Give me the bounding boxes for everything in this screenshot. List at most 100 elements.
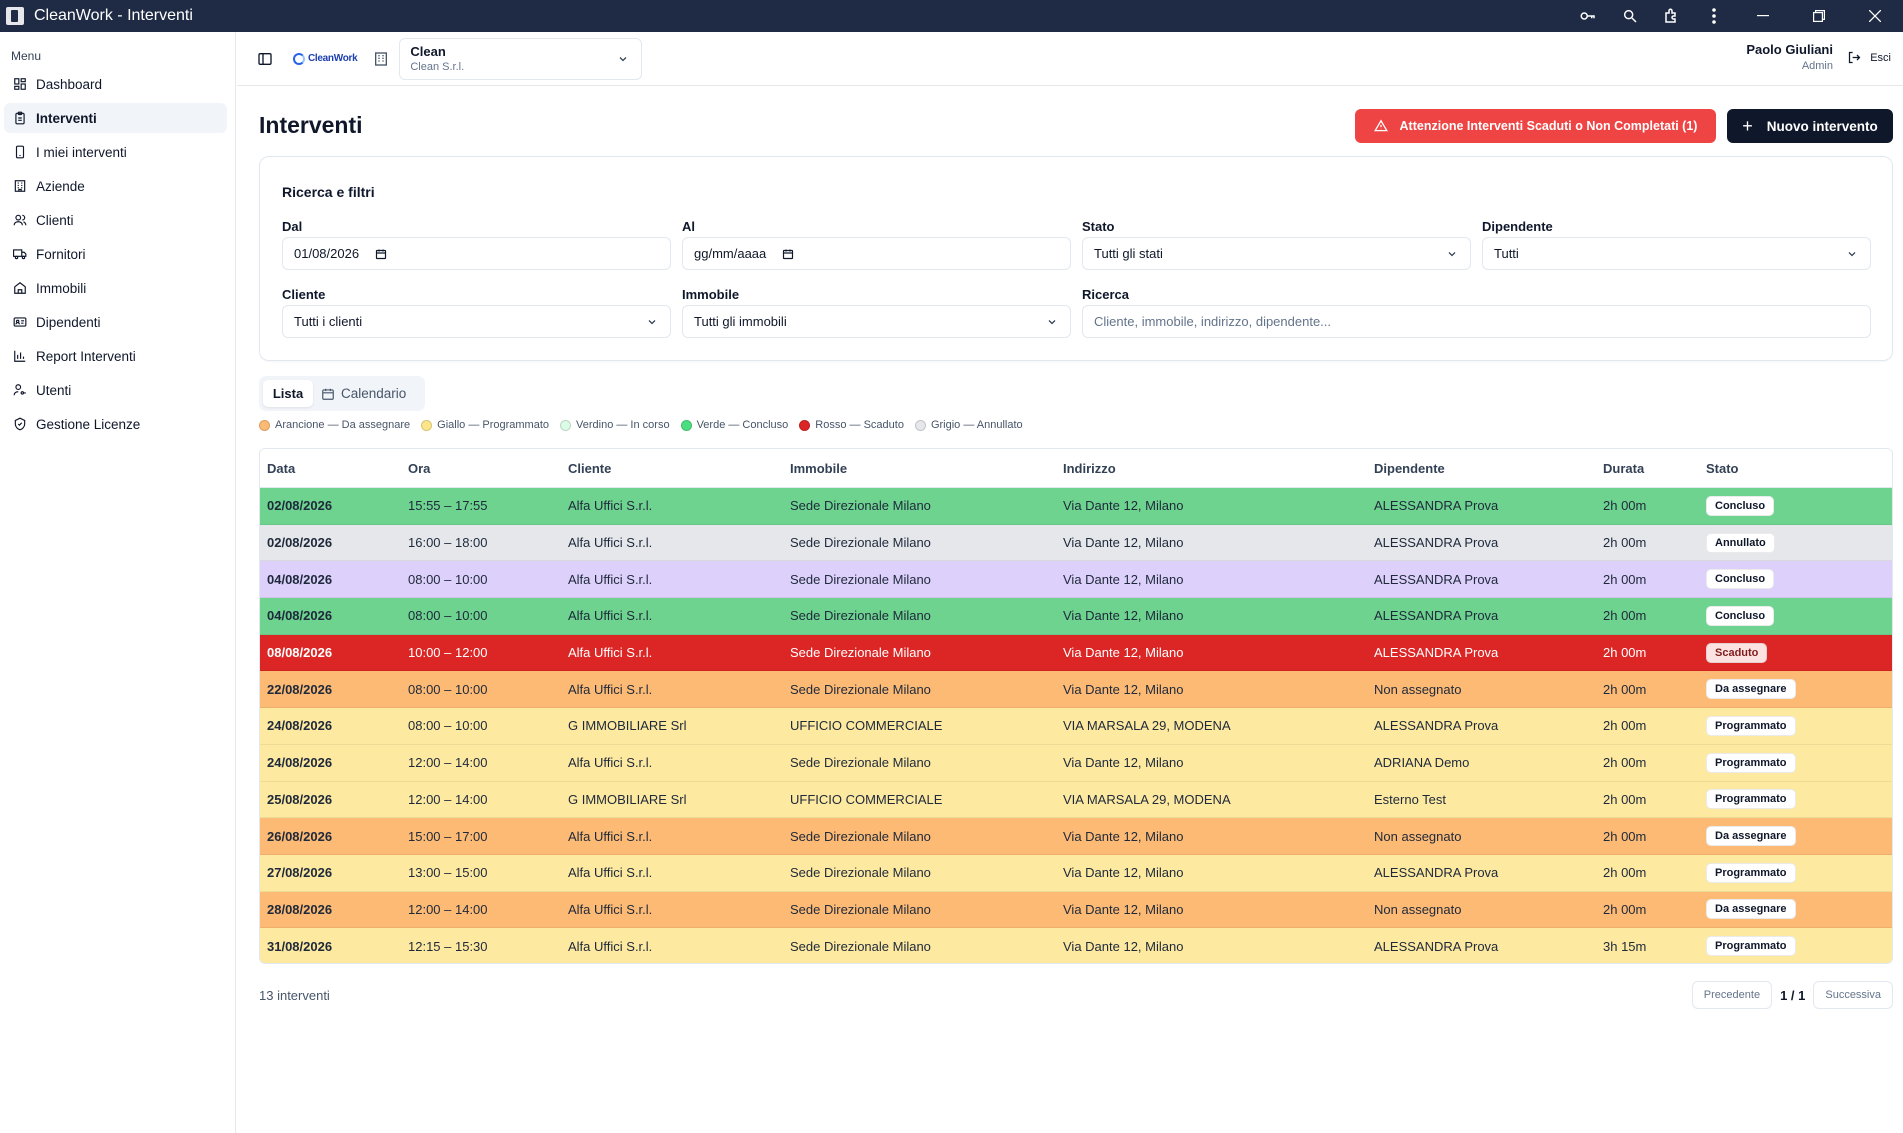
- column-header-stato[interactable]: Stato: [1706, 460, 1739, 476]
- window-title: CleanWork - Interventi: [34, 7, 193, 24]
- dal-date-input[interactable]: 01/08/2026: [282, 237, 671, 270]
- more-options-icon[interactable]: [1693, 0, 1735, 32]
- user-info: Paolo Giuliani Admin: [1746, 42, 1833, 72]
- legend-item: Arancione — Da assegnare: [259, 419, 410, 431]
- filters-title: Ricerca e filtri: [282, 184, 375, 200]
- table-row[interactable]: 22/08/2026 08:00 – 10:00 Alfa Uffici S.r.l…: [260, 671, 1892, 709]
- stato-select[interactable]: Tutti gli stati: [1082, 237, 1471, 270]
- cell-dipendente: Non assegnato: [1374, 828, 1462, 844]
- column-header-durata[interactable]: Durata: [1603, 460, 1645, 476]
- legend-dot: [914, 419, 926, 431]
- table-row[interactable]: 02/08/2026 16:00 – 18:00 Alfa Uffici S.r.l…: [260, 524, 1892, 562]
- users-icon: [12, 213, 27, 228]
- tab-calendario[interactable]: Calendario: [321, 380, 406, 407]
- cell-immobile: Sede Direzionale Milano: [790, 828, 931, 844]
- cell-stato: Da assegnare: [1706, 826, 1876, 847]
- table-row[interactable]: 04/08/2026 08:00 – 10:00 Alfa Uffici S.r.l…: [260, 561, 1892, 599]
- close-button[interactable]: [1847, 0, 1903, 32]
- chevron-down-icon: [1848, 252, 1856, 257]
- clipboard-icon: [12, 111, 27, 126]
- cell-data: 26/08/2026: [267, 828, 333, 844]
- sidebar-item-report-interventi[interactable]: Report Interventi: [4, 341, 227, 371]
- column-header-ora[interactable]: Ora: [408, 460, 431, 476]
- key-icon[interactable]: [1567, 0, 1609, 32]
- company-selector[interactable]: Clean Clean S.r.l.: [399, 37, 643, 80]
- sidebar-item-gestione-licenze[interactable]: Gestione Licenze: [4, 409, 227, 439]
- al-label: Al: [682, 219, 695, 234]
- extensions-icon[interactable]: [1651, 0, 1693, 32]
- column-header-immobile[interactable]: Immobile: [790, 460, 848, 476]
- stato-label: Stato: [1082, 219, 1115, 234]
- table-row[interactable]: 27/08/2026 13:00 – 15:00 Alfa Uffici S.r.l…: [260, 854, 1892, 892]
- legend-label: Giallo — Programmato: [437, 419, 550, 431]
- sidebar-item-aziende[interactable]: Aziende: [4, 171, 227, 201]
- table-row[interactable]: 24/08/2026 08:00 – 10:00 G IMMOBILIARE Srl…: [260, 708, 1892, 745]
- previous-page-button[interactable]: Precedente: [1691, 981, 1773, 1009]
- tab-lista[interactable]: Lista: [263, 380, 313, 407]
- sidebar-item-immobili[interactable]: Immobili: [4, 273, 227, 303]
- immobile-select[interactable]: Tutti gli immobili: [682, 305, 1071, 338]
- calendar-icon[interactable]: [375, 248, 387, 260]
- table-row[interactable]: 04/08/2026 08:00 – 10:00 Alfa Uffici S.r.l…: [260, 598, 1892, 635]
- cell-stato: Programmato: [1706, 936, 1876, 957]
- cell-cliente: Alfa Uffici S.r.l.: [568, 535, 653, 551]
- column-header-dipendente[interactable]: Dipendente: [1374, 460, 1445, 476]
- tab-calendario-label: Calendario: [341, 386, 407, 401]
- column-header-data[interactable]: Data: [267, 460, 296, 476]
- cell-stato: Da assegnare: [1706, 899, 1876, 920]
- sidebar-item-dashboard[interactable]: Dashboard: [4, 69, 227, 99]
- cell-cliente: Alfa Uffici S.r.l.: [568, 938, 653, 954]
- building-icon: [12, 179, 27, 194]
- al-date-input[interactable]: gg/mm/aaaa: [682, 237, 1071, 270]
- sidebar-item-interventi[interactable]: Interventi: [4, 103, 227, 133]
- legend-item: Giallo — Programmato: [421, 419, 549, 431]
- sidebar-item-dipendenti[interactable]: Dipendenti: [4, 307, 227, 337]
- search-placeholder: Cliente, immobile, indirizzo, dipendente…: [1094, 314, 1332, 329]
- cell-stato: Programmato: [1706, 752, 1876, 773]
- cell-cliente: Alfa Uffici S.r.l.: [568, 901, 653, 917]
- logo-mark-icon: [293, 52, 305, 65]
- new-intervention-button[interactable]: + Nuovo intervento: [1727, 109, 1893, 143]
- window-titlebar: CleanWork - Interventi: [0, 0, 1903, 32]
- cell-indirizzo: VIA MARSALA 29, MODENA: [1063, 718, 1231, 734]
- table-row[interactable]: 08/08/2026 10:00 – 12:00 Alfa Uffici S.r.l…: [260, 634, 1892, 672]
- sidebar-item-utenti[interactable]: Utenti: [4, 375, 227, 405]
- cliente-select[interactable]: Tutti i clienti: [282, 305, 671, 338]
- column-header-indirizzo[interactable]: Indirizzo: [1063, 460, 1116, 476]
- cell-immobile: Sede Direzionale Milano: [790, 755, 931, 771]
- sidebar-item-clienti[interactable]: Clienti: [4, 205, 227, 235]
- cell-immobile: Sede Direzionale Milano: [790, 498, 931, 514]
- minimize-button[interactable]: [1735, 0, 1791, 32]
- column-header-cliente[interactable]: Cliente: [568, 460, 612, 476]
- table-row[interactable]: 28/08/2026 12:00 – 14:00 Alfa Uffici S.r.l…: [260, 891, 1892, 929]
- user-role: Admin: [1801, 60, 1833, 72]
- cell-stato: Concluso: [1706, 495, 1876, 516]
- search-input[interactable]: Cliente, immobile, indirizzo, dipendente…: [1082, 305, 1871, 338]
- cell-data: 08/08/2026: [267, 645, 333, 661]
- cell-ora: 10:00 – 12:00: [408, 645, 488, 661]
- app-icon: [6, 7, 24, 25]
- table-row[interactable]: 25/08/2026 12:00 – 14:00 G IMMOBILIARE Srl…: [260, 781, 1892, 819]
- zoom-icon[interactable]: [1609, 0, 1651, 32]
- cliente-label: Cliente: [282, 287, 326, 302]
- logout-button[interactable]: Esci: [1847, 50, 1891, 65]
- dipendente-select[interactable]: Tutti: [1482, 237, 1871, 270]
- chevron-down-icon: [619, 56, 627, 61]
- cell-cliente: Alfa Uffici S.r.l.: [568, 755, 653, 771]
- sidebar-item-label: Dashboard: [36, 76, 103, 92]
- sidebar-item-fornitori[interactable]: Fornitori: [4, 239, 227, 269]
- next-page-button[interactable]: Successiva: [1813, 981, 1893, 1009]
- sidebar-toggle-icon[interactable]: [257, 51, 273, 67]
- cell-durata: 3h 15m: [1603, 938, 1647, 954]
- table-row[interactable]: 02/08/2026 15:55 – 17:55 Alfa Uffici S.r.l…: [260, 488, 1892, 525]
- table-row[interactable]: 31/08/2026 12:15 – 15:30 Alfa Uffici S.r.l…: [260, 928, 1892, 963]
- legend-dot: [799, 419, 811, 431]
- overdue-warning-button[interactable]: Attenzione Interventi Scaduti o Non Comp…: [1355, 109, 1716, 143]
- table-row[interactable]: 24/08/2026 12:00 – 14:00 Alfa Uffici S.r.l…: [260, 744, 1892, 782]
- restore-button[interactable]: [1791, 0, 1847, 32]
- table-row[interactable]: 26/08/2026 15:00 – 17:00 Alfa Uffici S.r.l…: [260, 818, 1892, 855]
- calendar-icon[interactable]: [782, 248, 794, 260]
- results-count: 13 interventi: [259, 988, 330, 1003]
- sidebar-item-i-miei-interventi[interactable]: I miei interventi: [4, 137, 227, 167]
- cell-data: 25/08/2026: [267, 791, 333, 807]
